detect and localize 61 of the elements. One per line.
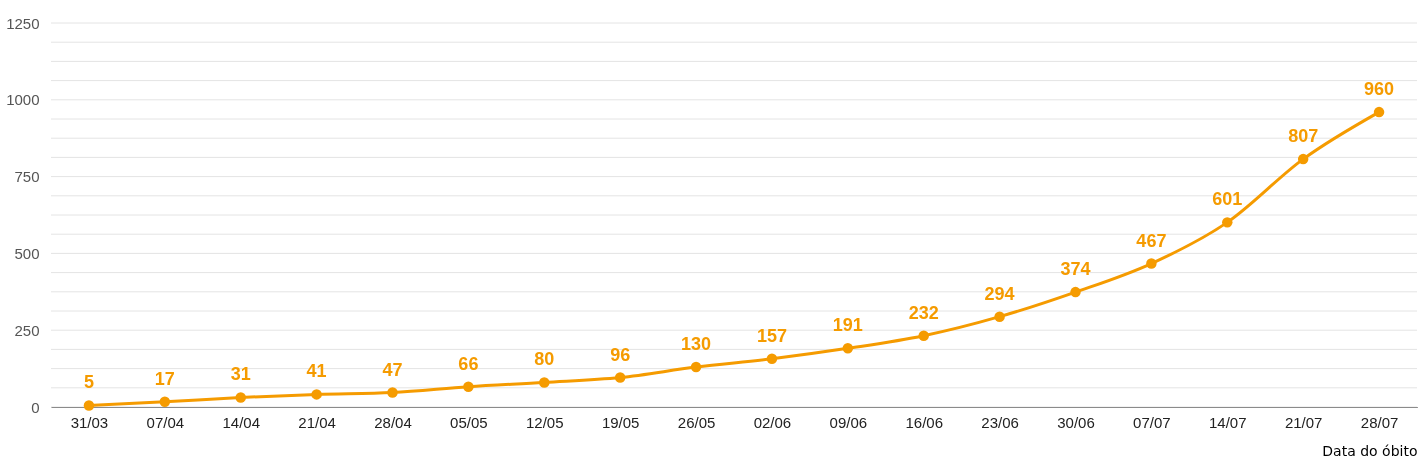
x-tick-label: 19/05: [601, 413, 640, 431]
point: [159, 396, 171, 408]
point: [614, 372, 626, 383]
x-axis-title: Data do óbito: [1322, 442, 1418, 459]
y-tick-label: 0: [31, 398, 40, 416]
data-label: 960: [1364, 79, 1395, 100]
x-tick-label: 30/06: [1057, 413, 1095, 431]
point: [690, 361, 702, 373]
data-label: 130: [681, 334, 712, 355]
point: [1222, 217, 1233, 228]
x-tick-label: 02/06: [753, 413, 792, 431]
x-tick-label: 12/05: [526, 413, 564, 431]
x-tick-label: 21/07: [1284, 413, 1323, 431]
y-tick-label: 1000: [6, 91, 40, 109]
data-label: 807: [1288, 126, 1319, 147]
x-tick-label: 31/03: [70, 413, 109, 431]
point: [311, 389, 322, 400]
point: [842, 343, 854, 354]
point: [994, 311, 1005, 322]
y-tick-label: 750: [14, 168, 40, 186]
data-label: 467: [1136, 230, 1167, 251]
data-label: 17: [154, 368, 175, 389]
point: [387, 387, 398, 398]
data-label: 191: [832, 315, 863, 336]
data-label: 157: [756, 325, 787, 346]
point: [1070, 286, 1081, 298]
y-tick-label: 500: [14, 244, 40, 262]
x-tick-label: 05/05: [450, 413, 488, 431]
data-label: 31: [230, 364, 251, 385]
point: [83, 400, 95, 411]
x-tick-label: 07/07: [1133, 413, 1171, 431]
x-tick-label: 16/06: [905, 413, 943, 431]
y-tick-label: 1250: [6, 14, 40, 32]
x-tick-label: 28/07: [1360, 413, 1399, 431]
point: [1146, 258, 1157, 269]
point: [1297, 153, 1309, 165]
data-label: 66: [458, 353, 479, 374]
x-tick-label: 14/04: [222, 413, 260, 431]
x-tick-label: 23/06: [981, 413, 1019, 431]
x-tick-label: 28/04: [374, 413, 412, 431]
x-tick-label: 21/04: [298, 413, 336, 431]
x-tick-label: 14/07: [1209, 413, 1247, 431]
point: [766, 353, 778, 364]
data-label: 5: [83, 372, 94, 393]
data-label: 232: [908, 302, 939, 323]
data-label: 374: [1060, 259, 1091, 280]
x-tick-label: 07/04: [146, 413, 185, 431]
point: [235, 392, 246, 403]
y-tick-label: 250: [14, 321, 40, 339]
data-label: 47: [382, 359, 403, 380]
data-label: 294: [984, 283, 1015, 304]
x-tick-label: 09/06: [829, 413, 868, 431]
data-label: 41: [306, 361, 327, 382]
point: [1373, 106, 1385, 118]
point: [463, 381, 474, 392]
point: [539, 377, 550, 388]
point: [918, 330, 929, 341]
data-label: 601: [1212, 189, 1243, 210]
data-label: 96: [610, 344, 631, 365]
x-tick-label: 26/05: [677, 413, 716, 431]
data-label: 80: [534, 349, 555, 370]
